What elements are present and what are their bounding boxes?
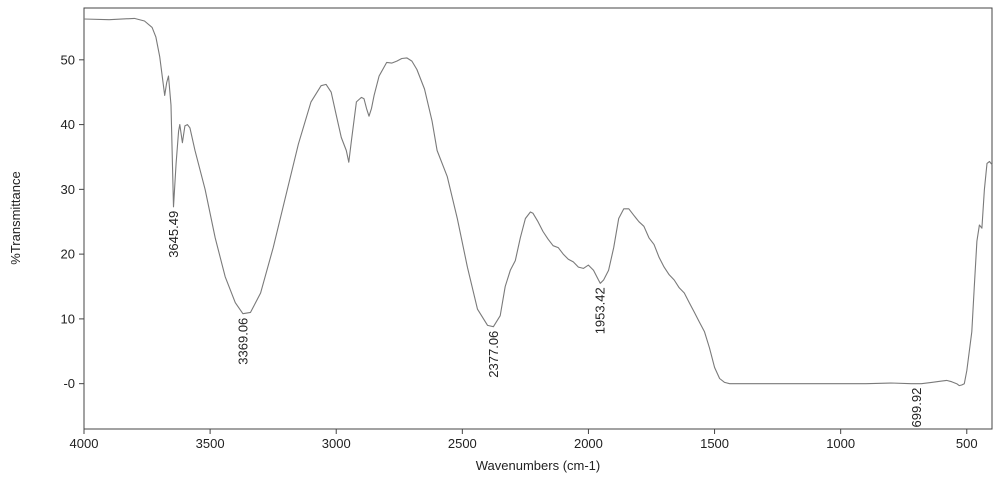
x-tick-label: 2500 <box>448 436 477 451</box>
x-tick-label: 500 <box>956 436 978 451</box>
peak-annotations: 3645.49 3369.06 2377.06 1953.42 699.92 <box>166 211 924 428</box>
peak-label: 3369.06 <box>236 318 251 365</box>
x-axis: 4000 3500 3000 2500 2000 1500 1000 500 <box>70 429 978 451</box>
y-tick-label: 10 <box>61 311 75 326</box>
peak-label: 2377.06 <box>486 331 501 378</box>
y-axis: -0 10 20 30 40 50 <box>61 52 84 391</box>
x-axis-title: Wavenumbers (cm-1) <box>476 458 600 473</box>
x-tick-label: 3500 <box>196 436 225 451</box>
plot-frame <box>83 7 993 430</box>
y-tick-label: 30 <box>61 182 75 197</box>
y-tick-label: 50 <box>61 52 75 67</box>
y-tick-label: 40 <box>61 117 75 132</box>
peak-label: 1953.42 <box>593 287 608 334</box>
x-tick-label: 2000 <box>574 436 603 451</box>
x-tick-label: 3000 <box>322 436 351 451</box>
spectrum-line <box>83 17 993 387</box>
y-tick-label: -0 <box>63 376 75 391</box>
y-tick-label: 20 <box>61 247 75 262</box>
y-axis-title: %Transmittance <box>8 171 23 264</box>
peak-label: 3645.49 <box>166 211 181 258</box>
x-tick-label: 4000 <box>70 436 99 451</box>
x-tick-label: 1500 <box>700 436 729 451</box>
peak-label: 699.92 <box>909 388 924 428</box>
x-tick-label: 1000 <box>826 436 855 451</box>
